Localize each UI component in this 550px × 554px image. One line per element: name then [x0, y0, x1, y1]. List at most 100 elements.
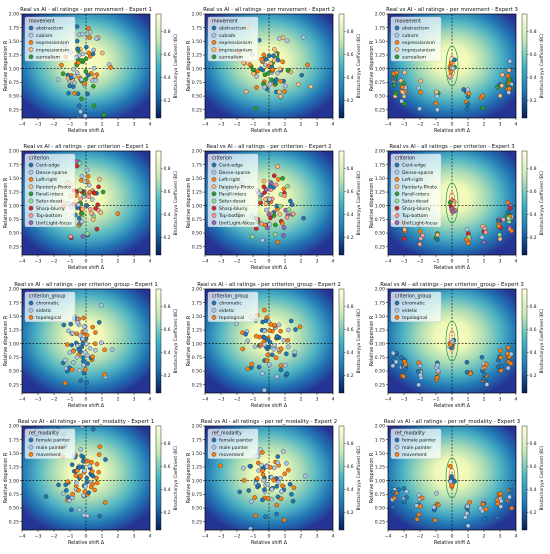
data-point: [93, 78, 99, 83]
x-tick-label: 3: [133, 397, 136, 403]
legend: criterionCent-edgeDense-sparseLeft-right…: [390, 153, 442, 228]
bc-contour: [445, 457, 459, 499]
y-tick-label: 0.50: [192, 369, 202, 375]
data-point: [81, 362, 86, 368]
data-point: [281, 517, 287, 523]
legend-marker: [211, 437, 217, 443]
data-point: [241, 465, 246, 471]
data-point: [402, 227, 407, 232]
data-point: [450, 65, 456, 71]
data-point: [434, 491, 439, 496]
y-tick-label: 2.00: [192, 149, 202, 155]
data-point: [93, 347, 98, 353]
data-point: [285, 338, 291, 343]
x-tick-label: −1: [250, 397, 257, 403]
y-tick-label: 0.25: [375, 107, 385, 113]
panel-title: Real vs AI - all ratings - per criterion…: [197, 282, 341, 288]
data-point: [261, 178, 267, 184]
data-point: [55, 77, 61, 82]
data-point: [299, 72, 304, 78]
legend-box: [207, 153, 259, 228]
x-tick-label: 2: [300, 259, 303, 265]
data-point: [392, 83, 397, 88]
legend-entry: chromatic: [219, 301, 242, 307]
data-point: [96, 184, 101, 190]
x-tick-label: −1: [250, 122, 257, 128]
colorbar: [338, 13, 345, 119]
legend-marker: [28, 452, 34, 457]
colorbar-tick-label: 0.2: [530, 98, 537, 104]
x-tick-label: 1: [101, 122, 104, 128]
x-tick-label: 1: [467, 397, 470, 403]
x-tick-label: 3: [499, 122, 502, 128]
data-point: [390, 363, 396, 369]
data-point: [250, 67, 256, 73]
data-point: [278, 78, 284, 84]
data-point: [392, 496, 397, 501]
data-point: [278, 363, 284, 368]
data-point: [499, 72, 505, 78]
colorbar: [155, 150, 162, 256]
data-point: [254, 74, 259, 79]
legend-entry: surrealism: [36, 55, 60, 61]
data-point: [77, 507, 82, 513]
x-tick-label: 2: [117, 534, 120, 540]
colorbar-tick-label: 0.6: [530, 189, 537, 195]
y-tick-label: 1.25: [192, 190, 202, 196]
data-point: [84, 341, 89, 347]
data-point: [85, 174, 91, 179]
legend-title: criterion: [29, 156, 49, 162]
data-point: [479, 355, 485, 360]
legend-marker: [394, 213, 400, 218]
x-tick-label: 0: [451, 534, 454, 540]
panel-criterion-expert-1: Real vs AI - all ratings - per criterion…: [3, 144, 178, 271]
data-point: [250, 234, 255, 240]
colorbar-tick-label: 0.4: [164, 75, 171, 81]
x-tick-label: −3: [35, 259, 42, 265]
y-tick-label: 0.50: [192, 231, 202, 237]
legend-box: [207, 291, 259, 322]
data-point: [77, 187, 83, 193]
data-point: [479, 508, 485, 514]
x-tick-label: 4: [332, 534, 335, 540]
data-point: [416, 360, 422, 365]
legend-entry: Parall-inters: [36, 192, 64, 198]
data-point: [79, 453, 84, 459]
data-point: [77, 368, 82, 373]
data-point: [297, 324, 303, 330]
legend: criterionCent-edgeDense-sparseLeft-right…: [207, 153, 259, 228]
data-point: [80, 234, 86, 239]
data-point: [277, 66, 283, 72]
legend-marker: [394, 444, 400, 450]
colorbar-label: Bhattacharyya Coefficient (BC): [356, 33, 361, 98]
data-point: [78, 447, 83, 452]
y-tick-label: 2.00: [192, 424, 202, 430]
x-tick-label: 0: [85, 259, 88, 265]
data-point: [90, 481, 96, 487]
data-point: [274, 502, 280, 508]
data-point: [415, 369, 421, 374]
y-tick-label: 1.50: [9, 176, 19, 182]
data-point: [270, 67, 275, 73]
y-axis-label: Relative dispersion R: [186, 452, 192, 503]
data-point: [66, 328, 71, 334]
legend-entry: impressionism: [36, 47, 70, 53]
data-point: [74, 354, 80, 360]
y-tick-label: 1.00: [192, 341, 202, 347]
y-axis-label: Relative dispersion R: [3, 40, 9, 91]
data-point: [65, 479, 71, 484]
data-point: [265, 481, 270, 487]
legend-marker: [394, 32, 400, 38]
legend: criterionCent-edgeDense-sparseLeft-right…: [24, 153, 76, 228]
data-point: [79, 96, 84, 102]
x-tick-label: 2: [300, 534, 303, 540]
data-point: [448, 479, 453, 484]
data-point: [284, 351, 289, 357]
y-tick-label: 1.00: [9, 66, 19, 72]
data-point: [509, 505, 515, 511]
data-point: [301, 34, 306, 40]
data-point: [83, 484, 88, 489]
legend-entry: expressionism: [219, 40, 252, 46]
y-tick-label: 0.50: [192, 94, 202, 100]
data-point: [434, 89, 439, 95]
